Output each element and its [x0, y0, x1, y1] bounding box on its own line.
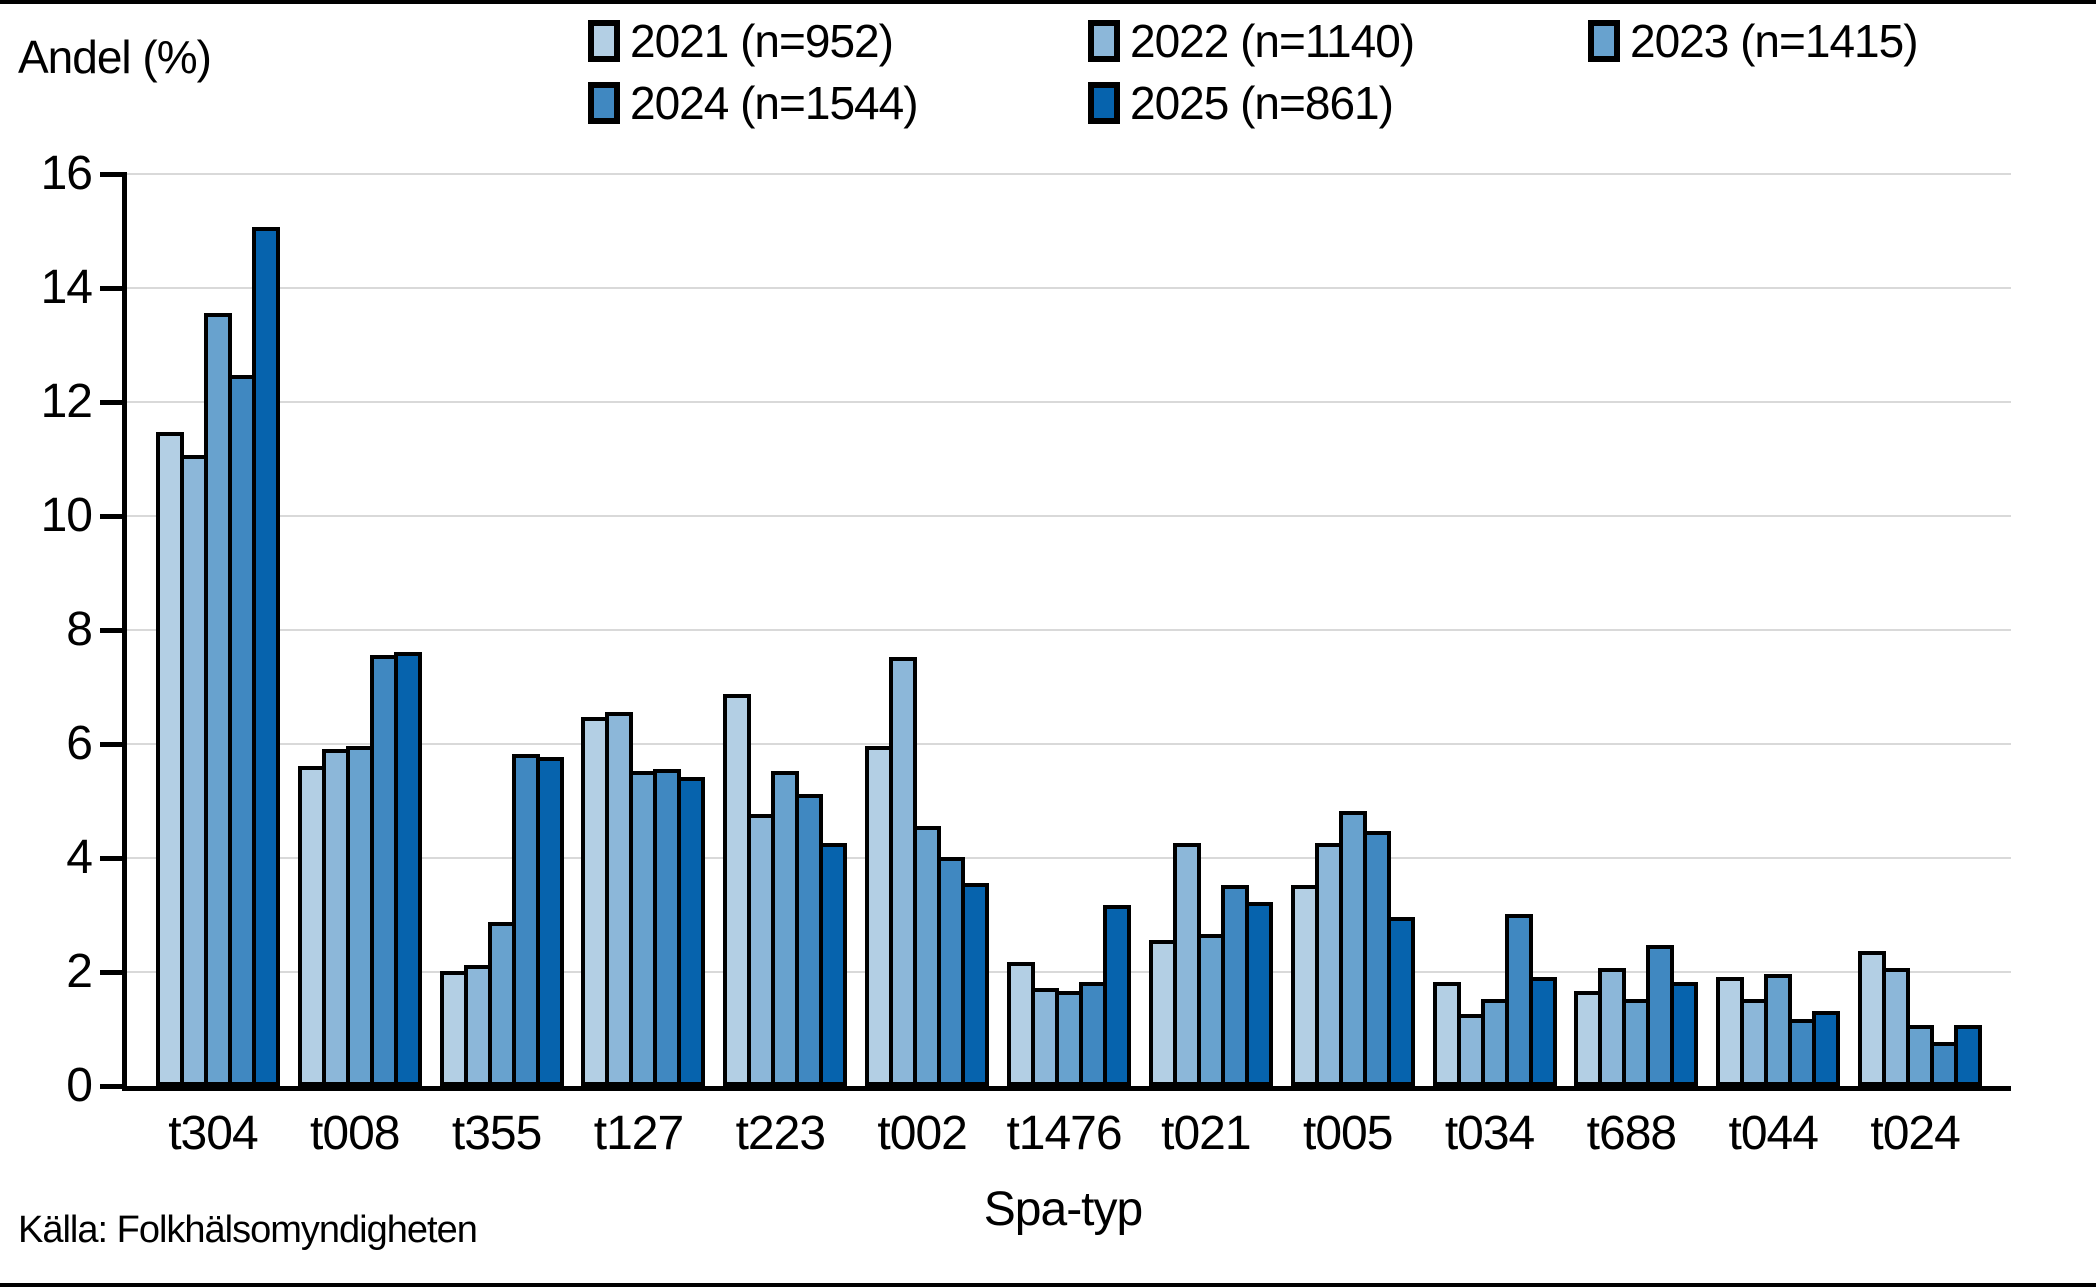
gridline	[127, 401, 2011, 403]
bar-t304-2025	[251, 227, 280, 1086]
y-tick-label: 12	[40, 375, 93, 428]
gridline	[127, 629, 2011, 631]
x-category-label: t304	[168, 1107, 258, 1160]
bar-group-t008	[297, 651, 422, 1086]
bar-group-t034	[1432, 913, 1557, 1086]
bar-group-t005	[1290, 811, 1415, 1086]
bar-t304-2021	[155, 432, 184, 1086]
legend-swatch-icon	[588, 20, 620, 62]
gridline	[127, 173, 2011, 175]
bar-group-t127	[581, 711, 706, 1086]
legend-item: 2025 (n=861)	[1088, 76, 1394, 130]
legend-label: 2025 (n=861)	[1130, 77, 1394, 129]
y-axis-title: Andel (%)	[18, 31, 212, 83]
bar-t034-2025	[1528, 976, 1557, 1086]
bar-group-t223	[723, 694, 848, 1086]
y-tick-label: 2	[66, 945, 93, 998]
y-axis-tick	[100, 741, 127, 747]
x-axis-title: Spa-typ	[983, 1183, 1143, 1236]
bar-t024-2023	[1906, 1025, 1935, 1086]
x-category-label: t688	[1586, 1107, 1677, 1160]
bar-t034-2021	[1432, 982, 1461, 1086]
bar-group-t024	[1858, 950, 1983, 1086]
gridline	[127, 287, 2011, 289]
bar-t1476-2025	[1103, 905, 1131, 1086]
y-tick-label: 0	[66, 1059, 93, 1112]
x-category-label: t044	[1728, 1107, 1819, 1160]
bar-t005-2025	[1386, 916, 1415, 1086]
gridline	[127, 971, 2011, 973]
x-category-label: t034	[1444, 1107, 1535, 1160]
y-tick-label: 4	[66, 831, 93, 884]
bar-t008-2025	[393, 651, 422, 1086]
x-category-label: t002	[877, 1107, 967, 1160]
bar-t355-2024	[511, 754, 540, 1086]
bar-group-t688	[1574, 945, 1699, 1086]
y-axis-tick	[100, 513, 127, 519]
y-axis-tick	[100, 285, 127, 291]
bar-t005-2023	[1338, 811, 1367, 1086]
x-category-label: t024	[1870, 1107, 1960, 1160]
bar-t688-2022	[1598, 968, 1627, 1086]
x-category-label: t005	[1302, 1107, 1393, 1160]
y-tick-label: 10	[40, 489, 93, 542]
x-category-label: t021	[1161, 1107, 1251, 1160]
y-axis-tick	[100, 1083, 127, 1089]
legend-label: 2022 (n=1140)	[1130, 15, 1415, 67]
legend-item: 2021 (n=952)	[588, 14, 894, 68]
x-category-label: t008	[310, 1107, 400, 1160]
legend-item: 2024 (n=1544)	[588, 76, 919, 130]
gridline	[127, 743, 2011, 745]
bar-t044-2025	[1812, 1010, 1841, 1086]
y-axis-tick	[100, 627, 127, 633]
plot-area: 0 2 4 6 8 10 12 14 16	[41, 147, 2011, 1112]
legend-item: 2022 (n=1140)	[1088, 14, 1415, 68]
legend-swatch-icon	[588, 82, 620, 124]
x-category-label: t223	[735, 1107, 826, 1160]
bar-t024-2025	[1954, 1025, 1983, 1086]
bar-group-t002	[865, 657, 990, 1086]
source-note: Källa: Folkhälsomyndigheten	[18, 1209, 478, 1251]
x-category-label: t127	[593, 1107, 684, 1160]
bar-t021-2025	[1244, 902, 1273, 1086]
legend-label: 2024 (n=1544)	[630, 77, 919, 129]
bar-group-t021	[1148, 842, 1273, 1086]
y-tick-label: 16	[40, 147, 93, 200]
bar-t223-2025	[819, 842, 848, 1086]
bar-t127-2025	[677, 777, 706, 1086]
bar-t223-2023	[771, 771, 800, 1086]
y-axis-tick	[100, 399, 127, 405]
y-axis-tick	[100, 171, 127, 177]
bar-group-t044	[1716, 973, 1841, 1086]
y-axis-tick	[100, 969, 127, 975]
y-tick-label: 14	[40, 261, 93, 314]
legend-swatch-icon	[1088, 82, 1120, 124]
bar-t355-2025	[535, 757, 564, 1086]
bar-group-t355	[439, 754, 564, 1086]
gridline	[127, 515, 2011, 517]
legend-swatch-icon	[1088, 20, 1120, 62]
gridline	[127, 857, 2011, 859]
legend: 2021 (n=952) 2022 (n=1140) 2023 (n=1415) 20…	[0, 4, 2096, 144]
legend-label: 2021 (n=952)	[630, 15, 894, 67]
legend-label: 2023 (n=1415)	[1630, 15, 1919, 67]
y-tick-label: 6	[66, 717, 93, 770]
y-axis-tick	[100, 855, 127, 861]
y-tick-label: 8	[66, 603, 93, 656]
bar-t688-2025	[1670, 982, 1699, 1086]
x-category-label: t1476	[1006, 1107, 1122, 1160]
legend-item: 2023 (n=1415)	[1588, 14, 1919, 68]
legend-swatch-icon	[1588, 20, 1620, 62]
x-category-label: t355	[451, 1107, 542, 1160]
bar-group-t1476	[1007, 905, 1131, 1086]
bar-t002-2025	[961, 882, 990, 1086]
bar-group-t304	[155, 227, 280, 1086]
